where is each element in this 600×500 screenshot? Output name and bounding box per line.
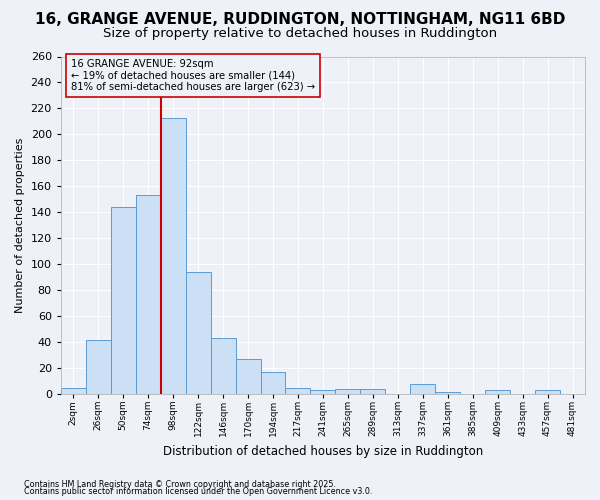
Text: Contains public sector information licensed under the Open Government Licence v3: Contains public sector information licen… [24,488,373,496]
Bar [286,388,310,394]
Y-axis label: Number of detached properties: Number of detached properties [15,138,25,313]
Bar [211,338,236,394]
Bar [136,196,161,394]
Bar [260,372,286,394]
Bar [361,389,385,394]
Bar [86,340,111,394]
Bar [185,272,211,394]
Text: Contains HM Land Registry data © Crown copyright and database right 2025.: Contains HM Land Registry data © Crown c… [24,480,336,489]
Bar [236,359,260,394]
X-axis label: Distribution of detached houses by size in Ruddington: Distribution of detached houses by size … [163,444,483,458]
Bar [435,392,460,394]
Bar [335,389,361,394]
Bar [310,390,335,394]
Bar [111,207,136,394]
Text: 16 GRANGE AVENUE: 92sqm
← 19% of detached houses are smaller (144)
81% of semi-d: 16 GRANGE AVENUE: 92sqm ← 19% of detache… [71,59,315,92]
Bar [161,118,185,394]
Text: 16, GRANGE AVENUE, RUDDINGTON, NOTTINGHAM, NG11 6BD: 16, GRANGE AVENUE, RUDDINGTON, NOTTINGHA… [35,12,565,28]
Bar [485,390,510,394]
Bar [535,390,560,394]
Bar [410,384,435,394]
Text: Size of property relative to detached houses in Ruddington: Size of property relative to detached ho… [103,28,497,40]
Bar [61,388,86,394]
